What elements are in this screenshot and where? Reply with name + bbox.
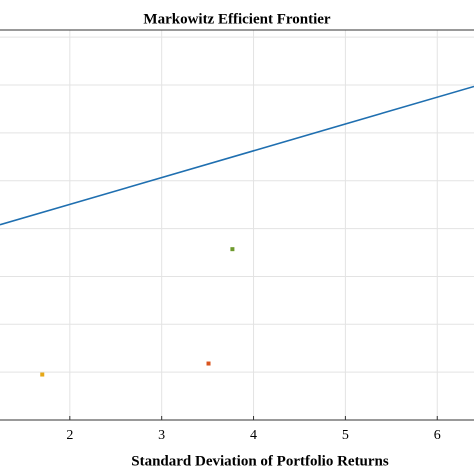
frontier-line [0, 85, 474, 226]
portfolio-point [40, 372, 45, 377]
x-tick-label: 3 [158, 428, 165, 443]
chart-title: Markowitz Efficient Frontier [143, 11, 331, 27]
x-tick-label: 4 [250, 428, 257, 443]
portfolio-point [230, 247, 235, 252]
x-axis-label: Standard Deviation of Portfolio Returns [131, 453, 389, 469]
portfolio-point [206, 361, 211, 366]
x-tick-label: 2 [66, 428, 73, 443]
x-tick-label: 6 [434, 428, 441, 443]
x-tick-label: 5 [342, 428, 349, 443]
